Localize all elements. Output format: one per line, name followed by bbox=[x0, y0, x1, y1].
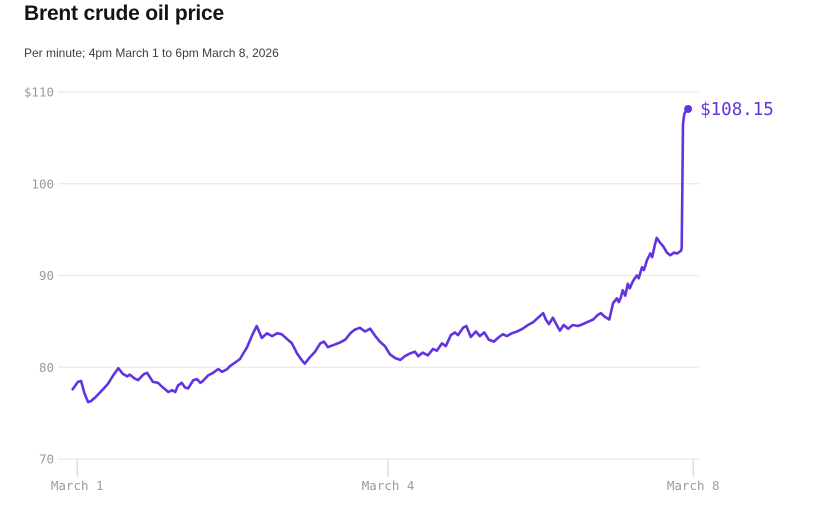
end-point-dot bbox=[684, 104, 693, 113]
y-tick-label-70: 70 bbox=[39, 452, 54, 467]
x-tick-label-march-1: March 1 bbox=[51, 478, 104, 493]
y-tick-label-110: $110 bbox=[24, 85, 54, 100]
end-value-label: $108.15 bbox=[700, 100, 774, 120]
chart-subtitle: Per minute; 4pm March 1 to 6pm March 8, … bbox=[24, 46, 279, 60]
y-tick-label-80: 80 bbox=[39, 360, 54, 375]
price-line bbox=[71, 107, 690, 404]
x-tick-label-march-4: March 4 bbox=[362, 478, 415, 493]
chart-title: Brent crude oil price bbox=[24, 2, 225, 25]
x-tick-label-march-8: March 8 bbox=[667, 478, 720, 493]
y-tick-label-100: 100 bbox=[31, 176, 54, 191]
y-tick-label-90: 90 bbox=[39, 268, 54, 283]
